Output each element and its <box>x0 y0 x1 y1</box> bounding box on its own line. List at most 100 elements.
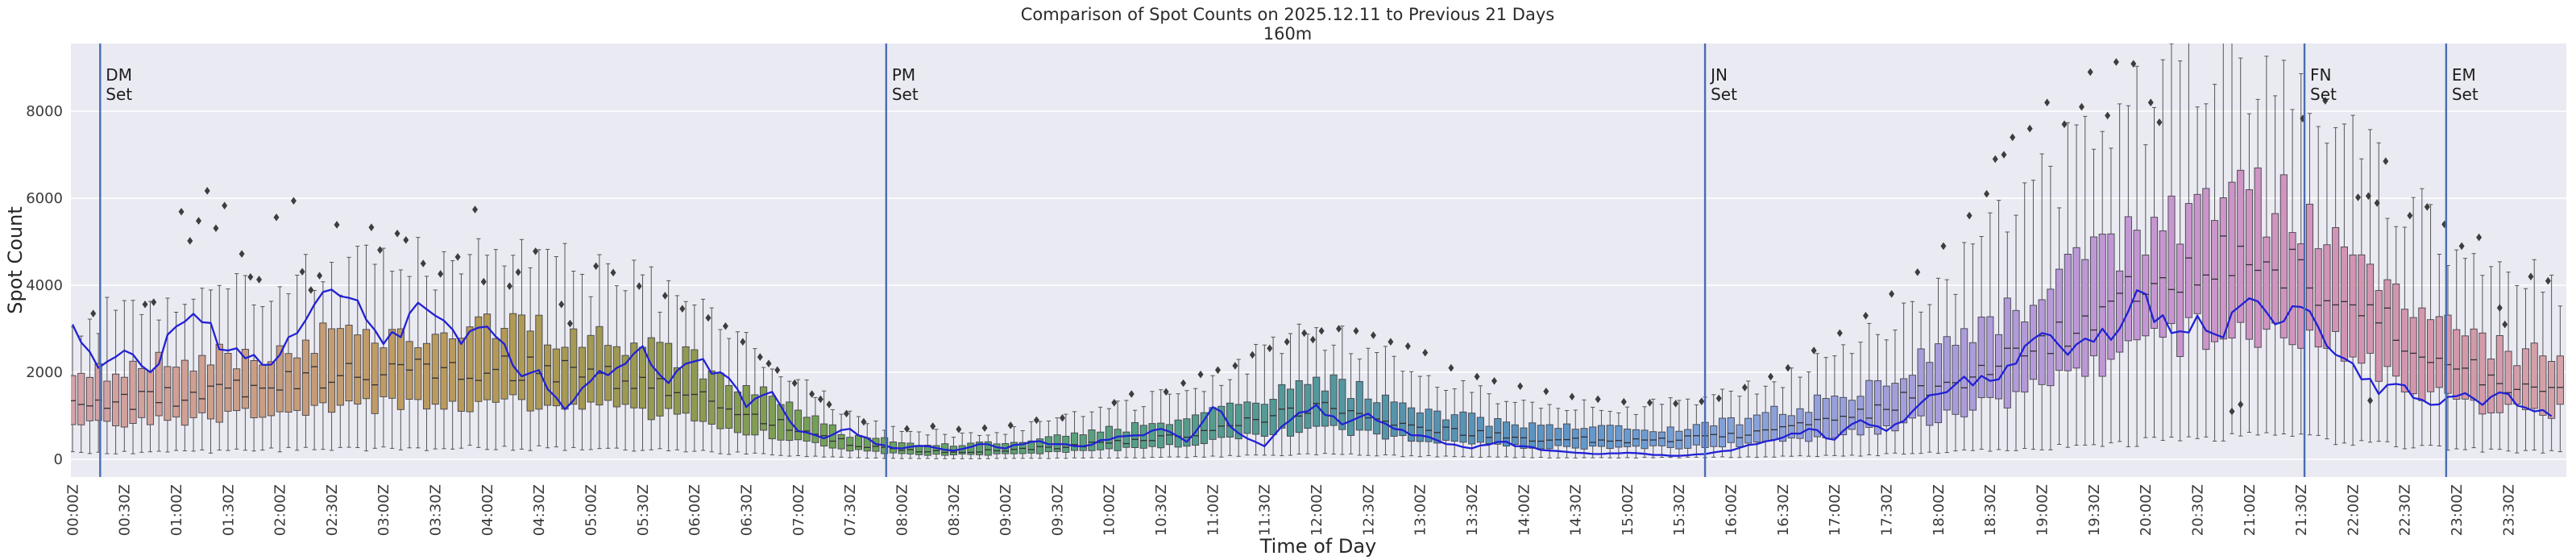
box-bin <box>1468 413 1476 445</box>
outlier-point <box>774 366 781 375</box>
box-bin <box>1476 417 1484 443</box>
x-tick-label: 04:30Z <box>531 484 548 536</box>
box-bin <box>2556 355 2564 405</box>
box-bin <box>552 348 560 407</box>
box-bin <box>2150 217 2159 329</box>
outlier-point <box>2156 118 2163 127</box>
outlier-point <box>1163 388 1169 396</box>
outlier-point <box>454 253 461 261</box>
outlier-point <box>1422 348 1429 357</box>
outlier-point <box>956 425 962 433</box>
box-bin <box>354 334 362 404</box>
outlier-point <box>610 268 616 277</box>
outlier-point <box>2502 320 2508 329</box>
x-tick-label: 00:30Z <box>117 484 134 536</box>
box-bin <box>336 328 344 406</box>
box-bin <box>570 328 578 405</box>
spot-count-line <box>71 288 2553 457</box>
x-tick-label: 10:30Z <box>1153 484 1170 536</box>
box-bin <box>422 342 431 410</box>
box-bin <box>310 353 318 406</box>
x-tick-label: 15:00Z <box>1620 484 1636 536</box>
box-bin <box>276 345 284 413</box>
box-bin <box>2211 220 2219 342</box>
box-bin <box>2305 203 2314 331</box>
box-bin <box>2228 181 2236 338</box>
outlier-point <box>222 201 228 209</box>
box-bin <box>846 437 854 452</box>
x-tick-label: 07:30Z <box>842 484 859 536</box>
outlier-point <box>2383 157 2389 165</box>
box-bin <box>2461 335 2469 400</box>
box-bin <box>1459 411 1467 443</box>
outlier-point <box>1889 290 1895 298</box>
box-bin <box>544 344 552 406</box>
outlier-point <box>438 270 444 278</box>
box-bin <box>2012 309 2020 392</box>
outlier-point <box>1862 312 1869 320</box>
outlier-point <box>1336 325 1342 333</box>
box-bin <box>2383 279 2391 367</box>
box-bin <box>328 328 336 413</box>
outlier-point <box>1620 397 1627 406</box>
box-bin <box>803 417 811 442</box>
outlier-point <box>290 197 297 205</box>
outlier-point <box>1309 335 1316 344</box>
outlier-point <box>2545 276 2551 285</box>
outlier-point <box>817 395 823 404</box>
box-bin <box>656 342 664 417</box>
x-tick-label: 19:00Z <box>2034 484 2051 536</box>
outlier-point <box>2229 407 2235 416</box>
outlier-point <box>273 213 280 222</box>
outlier-point <box>1741 384 1748 392</box>
outlier-point <box>705 313 711 322</box>
box-bin <box>811 415 819 443</box>
box-bin <box>725 384 733 429</box>
outlier-point <box>334 221 340 229</box>
box-bin <box>215 343 223 423</box>
outlier-point <box>930 422 936 430</box>
box-bin <box>259 364 267 418</box>
box-bin <box>2271 213 2279 324</box>
box-bin <box>2055 268 2064 371</box>
box-bin <box>1589 426 1597 447</box>
box-bin <box>2254 167 2262 348</box>
box-bin <box>1779 413 1787 442</box>
box-bin <box>984 441 992 456</box>
box-bin <box>483 313 492 400</box>
x-tick-label: 09:00Z <box>998 484 1014 536</box>
box-bin <box>733 391 741 433</box>
box-bin <box>77 372 85 425</box>
x-tick-label: 01:00Z <box>168 484 185 536</box>
box-bin <box>1295 380 1303 433</box>
box-bin <box>2521 348 2530 410</box>
sunset-vline-label: FN Set <box>2310 65 2337 104</box>
box-bin <box>1286 388 1295 437</box>
outlier-point <box>204 187 210 195</box>
box-bin <box>2159 230 2167 338</box>
outlier-point <box>904 425 911 433</box>
chart-subtitle: 160m <box>1263 24 1313 44</box>
box-bin <box>1226 402 1234 438</box>
x-tick-label: 08:00Z <box>894 484 911 536</box>
x-tick-label: 18:00Z <box>1931 484 1948 536</box>
x-tick-label: 22:00Z <box>2345 484 2362 536</box>
box-bin <box>1805 412 1813 442</box>
box-bin <box>1563 423 1571 447</box>
box-bin <box>1304 384 1312 429</box>
outlier-point <box>1785 363 1791 372</box>
outlier-point <box>2105 111 2111 120</box>
outlier-point <box>1353 326 1359 335</box>
box-bin <box>284 353 292 413</box>
outlier-point <box>256 276 263 284</box>
box-bin <box>1753 414 1761 443</box>
outlier-point <box>1111 399 1118 407</box>
box-bin <box>2184 203 2192 318</box>
x-tick-label: 19:30Z <box>2086 484 2103 536</box>
line-series <box>71 288 2553 457</box>
x-tick-label: 12:30Z <box>1360 484 1377 536</box>
outlier-point <box>2424 203 2430 211</box>
sunset-vline-label: JN Set <box>1709 65 1737 104</box>
box-bin <box>2081 259 2089 377</box>
outlier-point <box>2078 102 2084 111</box>
